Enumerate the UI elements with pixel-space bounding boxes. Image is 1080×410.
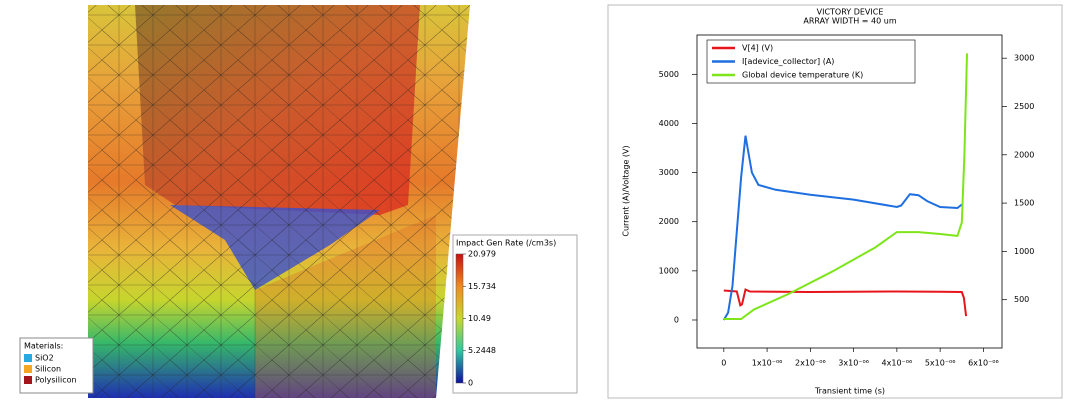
colorbar-tick-label: 15.734 [468, 282, 496, 291]
series-line [723, 53, 968, 320]
series-line [722, 135, 963, 321]
chart-title: VICTORY DEVICE [817, 8, 884, 17]
mesh-render [88, 5, 470, 398]
y-axis-label: Current (A)/Voltage (V) [622, 145, 631, 236]
y-tick-label: 4000 [659, 119, 679, 128]
x-tick-label: 5x10⁻⁰⁶ [925, 359, 956, 368]
legend-label: I[adevice_collector] (A) [742, 57, 834, 66]
y2-tick-label: 1000 [1014, 247, 1034, 256]
y2-tick-label: 2000 [1014, 150, 1034, 159]
material-swatch [24, 365, 32, 373]
x-tick-label: 3x10⁻⁰⁶ [838, 359, 869, 368]
y-tick-label: 2000 [659, 217, 679, 226]
series-line [723, 288, 968, 317]
y2-tick-label: 3000 [1014, 54, 1034, 63]
colorbar-tick-label: 20.979 [468, 250, 496, 259]
material-name: Silicon [35, 365, 61, 374]
chart-subtitle: ARRAY WIDTH = 40 um [803, 17, 896, 26]
y-tick-label: 0 [674, 315, 679, 324]
colorbar: Impact Gen Rate (/cm3s) [452, 234, 578, 394]
material-swatch [24, 376, 32, 384]
legend-label: V[4] (V) [742, 44, 773, 53]
colorbar-title: Impact Gen Rate (/cm3s) [456, 239, 556, 248]
x-tick-label: 4x10⁻⁰⁶ [882, 359, 913, 368]
materials-title: Materials: [24, 342, 63, 351]
legend-box [706, 39, 916, 84]
y2-tick-label: 500 [1014, 295, 1029, 304]
x-tick-label: 0 [721, 359, 726, 368]
y2-tick-label: 1500 [1014, 199, 1034, 208]
x-tick-label: 6x10⁻⁰⁶ [968, 359, 999, 368]
materials-legend: Materials: [19, 337, 94, 394]
material-name: SiO2 [35, 354, 54, 363]
y-tick-label: 1000 [659, 266, 679, 275]
y-tick-label: 3000 [659, 168, 679, 177]
colorbar-tick-label: 0 [468, 379, 473, 388]
x-tick-label: 1x10⁻⁰⁶ [752, 359, 783, 368]
material-swatch [24, 354, 32, 362]
x-tick-label: 2x10⁻⁰⁶ [795, 359, 826, 368]
colorbar-tick-label: 10.49 [468, 314, 491, 323]
y-tick-label: 5000 [659, 70, 679, 79]
legend-label: Global device temperature (K) [742, 71, 863, 80]
colorbar-tick-label: 5.2448 [468, 346, 496, 355]
y2-tick-label: 2500 [1014, 102, 1034, 111]
material-name: Polysilicon [35, 376, 77, 385]
x-axis-label: Transient time (s) [814, 387, 885, 396]
